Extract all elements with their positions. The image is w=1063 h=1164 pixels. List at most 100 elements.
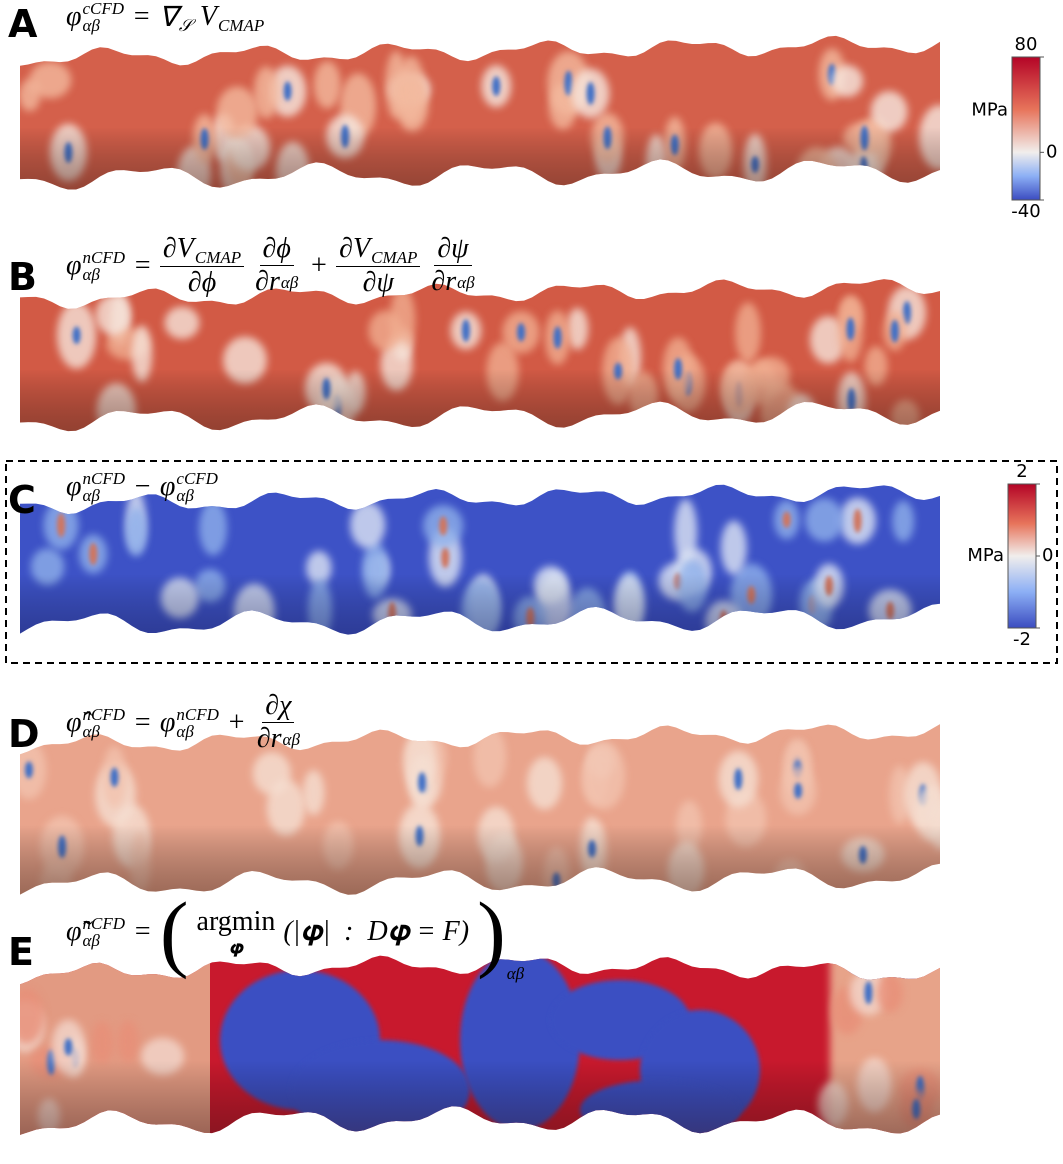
scripts: 𝒮 bbox=[179, 0, 192, 34]
subscript: 𝒮 bbox=[178, 16, 192, 35]
scripts: nCFD αβ bbox=[83, 915, 126, 949]
scripts: αβ bbox=[507, 948, 524, 982]
scripts: αβ bbox=[281, 274, 298, 291]
math-term: + bbox=[309, 250, 328, 282]
colorbar: 2 0 -2 MPa bbox=[967, 461, 1053, 650]
colorbar-tick-label: -40 bbox=[1011, 201, 1040, 222]
math-term: argmin 𝛗 bbox=[197, 906, 276, 958]
math-term: φ nCFD αβ bbox=[66, 249, 125, 283]
superscript: nCFD bbox=[176, 704, 219, 724]
math-term: φ nCFD αβ bbox=[160, 706, 219, 740]
math-base: ∂V bbox=[339, 233, 371, 264]
math-base: − bbox=[133, 471, 152, 502]
scripts: nCFD αβ bbox=[83, 470, 126, 504]
surface bbox=[20, 955, 940, 1135]
superscript: nCFD bbox=[82, 914, 126, 933]
math-term: (|𝛗| : D𝛗 = F) bbox=[283, 916, 469, 948]
subscript: αβ bbox=[176, 486, 194, 505]
math-term: ∂V CMAP bbox=[339, 232, 417, 266]
math-term: ∂χ bbox=[265, 690, 291, 722]
math-base: ) bbox=[477, 884, 506, 980]
surface bbox=[20, 724, 940, 895]
subscript: αβ bbox=[82, 721, 100, 741]
math-term: ∂χ ∂r αβ bbox=[254, 690, 303, 755]
math-term: V CMAP bbox=[200, 0, 264, 34]
math-base: V bbox=[199, 1, 217, 32]
panel-label: A bbox=[8, 2, 38, 46]
surface-shading bbox=[20, 35, 940, 190]
denominator: ∂ϕ bbox=[185, 267, 219, 299]
colorbar-tick-label: 0 bbox=[1046, 141, 1057, 162]
math-term: ∂V CMAP bbox=[163, 232, 241, 266]
math-base: φ bbox=[66, 1, 82, 32]
math-term: ∇ 𝒮 bbox=[159, 0, 192, 34]
math-base: φ̂ bbox=[66, 706, 82, 738]
spacer bbox=[507, 948, 524, 965]
spacer bbox=[195, 232, 241, 249]
math-base: ∂χ bbox=[265, 690, 292, 721]
math-base: ∂ψ bbox=[362, 267, 394, 298]
scripts: CMAP bbox=[218, 0, 264, 34]
numerator: ∂χ bbox=[262, 690, 295, 723]
math-term: ∂r αβ bbox=[255, 266, 298, 298]
math-term: φ̂ nCFD αβ bbox=[66, 706, 125, 740]
math-base: = bbox=[132, 1, 151, 32]
scripts: CMAP bbox=[371, 232, 417, 266]
superscript: cCFD bbox=[82, 0, 125, 18]
subscript: αβ bbox=[506, 964, 525, 983]
math-term: + bbox=[227, 707, 246, 739]
panel-label: D bbox=[8, 712, 40, 756]
scripts: αβ bbox=[457, 274, 474, 291]
colorbar-bar bbox=[1011, 56, 1041, 201]
superscript: αβ bbox=[282, 729, 300, 749]
math-term: ∂r αβ bbox=[257, 723, 300, 755]
math-base: ∇ bbox=[158, 2, 178, 33]
math-base: + bbox=[226, 706, 246, 738]
scripts: cCFD αβ bbox=[83, 0, 125, 34]
panel-label: B bbox=[8, 255, 37, 299]
subscript: CMAP bbox=[371, 248, 418, 267]
subscript: CMAP bbox=[217, 16, 265, 35]
panel-label: E bbox=[8, 930, 34, 974]
equation: φ nCFD αβ = ∂V CMAP ∂ϕ ∂ϕ ∂r αβ + ∂V CMAP ∂ψ ∂ψ ∂r αβ bbox=[66, 232, 478, 299]
math-term: ∂V CMAP ∂ψ bbox=[336, 232, 421, 299]
equation: φ̃ nCFD αβ =(argmin 𝛗 (|𝛗| : D𝛗 = F)) αβ bbox=[66, 882, 524, 982]
scripts: nCFD αβ bbox=[83, 249, 126, 283]
subscript: CMAP bbox=[194, 248, 242, 267]
fraction: ∂ϕ ∂r αβ bbox=[252, 233, 301, 298]
colorbar-unit: MPa bbox=[971, 100, 1008, 121]
math-term: ∂V CMAP ∂ϕ bbox=[159, 232, 245, 299]
superscript: nCFD bbox=[82, 247, 126, 267]
spacer bbox=[371, 232, 417, 249]
denominator: ∂r αβ bbox=[252, 266, 301, 298]
math-term: ∂ϕ bbox=[188, 267, 216, 299]
superscript: nCFD bbox=[82, 704, 126, 724]
math-base: = bbox=[133, 249, 152, 281]
math-base: + bbox=[309, 249, 329, 281]
denominator: ∂ψ bbox=[360, 267, 397, 299]
math-term: φ cCFD αβ bbox=[160, 470, 218, 504]
math-base: ∂ψ bbox=[437, 233, 469, 264]
math-base: ∂r bbox=[431, 266, 457, 297]
math-term: ∂ψ bbox=[437, 233, 468, 265]
math-base: ∂ϕ bbox=[187, 267, 217, 298]
superscript: αβ bbox=[280, 272, 299, 292]
fraction: ∂χ ∂r αβ bbox=[254, 690, 303, 755]
math-term: ∂ψ ∂r αβ bbox=[428, 233, 477, 298]
superscript: nCFD bbox=[82, 469, 126, 488]
scripts: αβ bbox=[283, 731, 300, 748]
colorbar-tick-label: 0 bbox=[1042, 545, 1053, 566]
numerator: ∂ψ bbox=[434, 233, 472, 266]
fraction: ∂V CMAP ∂ϕ bbox=[159, 232, 245, 299]
math-base: ∂V bbox=[162, 233, 194, 264]
equation: φ̂ nCFD αβ = φ nCFD αβ + ∂χ ∂r αβ bbox=[66, 690, 303, 755]
spacer bbox=[179, 0, 192, 17]
numerator: ∂V CMAP bbox=[336, 232, 421, 267]
fraction: ∂ψ ∂r αβ bbox=[428, 233, 477, 298]
numerator: ∂V CMAP bbox=[159, 232, 245, 267]
scripts: nCFD αβ bbox=[83, 706, 126, 740]
math-base: = bbox=[133, 706, 152, 738]
